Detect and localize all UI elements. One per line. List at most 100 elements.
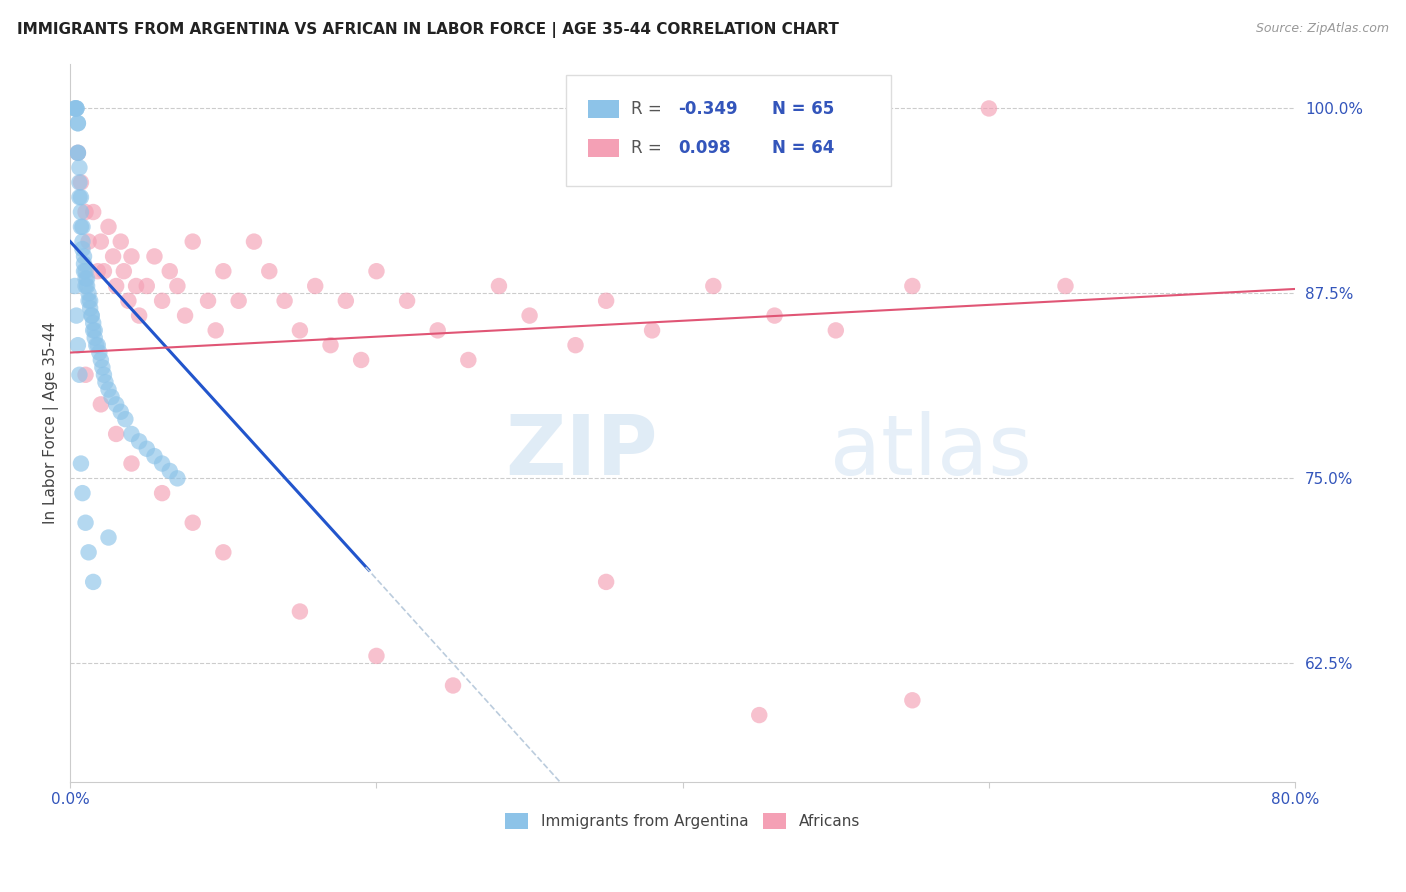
Point (121, 426, 143, 441)
Point (77, 235, 100, 249)
Point (82, 205, 104, 219)
Point (901, 693, 924, 707)
Point (75, 271, 97, 285)
Point (94, 375, 117, 389)
Point (79, 301, 101, 316)
Point (174, 309, 197, 323)
Point (66, 116, 89, 130)
Point (288, 605, 311, 619)
Point (84, 338, 107, 352)
Point (135, 442, 157, 456)
Bar (588, 139, 619, 157)
FancyBboxPatch shape (567, 75, 891, 186)
Point (82, 323, 104, 337)
Point (488, 279, 510, 293)
Text: R =: R = (631, 100, 668, 119)
Point (101, 249, 124, 263)
Point (197, 293, 219, 308)
Point (97, 219, 120, 234)
Point (75, 368, 97, 382)
Point (135, 279, 157, 293)
Point (243, 235, 266, 249)
Point (977, 102, 1000, 116)
Text: ZIP: ZIP (506, 411, 658, 492)
Point (366, 648, 388, 663)
Point (105, 397, 128, 411)
Point (143, 249, 166, 263)
Point (65, 102, 87, 116)
Point (125, 279, 148, 293)
Point (150, 486, 173, 500)
Bar (588, 100, 619, 119)
Point (70, 176, 93, 190)
Point (441, 678, 464, 692)
Point (121, 457, 143, 471)
Point (212, 264, 235, 278)
Point (89, 345, 111, 359)
Point (128, 309, 150, 323)
Y-axis label: In Labor Force | Age 35-44: In Labor Force | Age 35-44 (44, 322, 59, 524)
Point (204, 323, 226, 337)
Point (76, 279, 98, 293)
Point (426, 323, 449, 337)
Point (70, 205, 93, 219)
Point (82, 316, 104, 330)
Point (63, 279, 86, 293)
Point (110, 235, 132, 249)
Point (121, 249, 143, 263)
Point (105, 426, 128, 441)
Point (72, 235, 94, 249)
Point (75, 279, 97, 293)
Point (97, 531, 120, 545)
Point (93, 368, 115, 382)
Point (65, 102, 87, 116)
Point (65, 102, 87, 116)
Point (72, 219, 94, 234)
Point (83, 323, 105, 337)
Point (67, 176, 90, 190)
Text: N = 64: N = 64 (772, 139, 835, 157)
Point (75, 205, 97, 219)
Point (82, 574, 104, 589)
Text: -0.349: -0.349 (678, 100, 737, 119)
Point (63, 102, 86, 116)
Point (66, 338, 89, 352)
Text: Source: ZipAtlas.com: Source: ZipAtlas.com (1256, 22, 1389, 36)
Point (181, 516, 204, 530)
Point (159, 264, 181, 278)
Point (80, 309, 103, 323)
Text: IMMIGRANTS FROM ARGENTINA VS AFRICAN IN LABOR FORCE | AGE 35-44 CORRELATION CHAR: IMMIGRANTS FROM ARGENTINA VS AFRICAN IN … (17, 22, 839, 38)
Point (66, 145, 89, 160)
Text: N = 65: N = 65 (772, 100, 834, 119)
Text: 0.098: 0.098 (678, 139, 730, 157)
Point (595, 293, 617, 308)
Point (66, 116, 89, 130)
Point (63, 102, 86, 116)
Point (110, 405, 132, 419)
Point (91, 360, 114, 375)
Point (181, 235, 204, 249)
Point (288, 323, 311, 337)
Point (79, 293, 101, 308)
Point (519, 309, 541, 323)
Point (90, 397, 112, 411)
Point (564, 338, 586, 352)
Point (128, 434, 150, 449)
Point (159, 464, 181, 478)
Point (105, 279, 128, 293)
Point (70, 457, 93, 471)
Point (117, 293, 139, 308)
Point (77, 545, 100, 559)
Point (335, 293, 357, 308)
Point (67, 190, 90, 204)
Point (67, 161, 90, 175)
Point (748, 708, 770, 723)
Point (80, 309, 103, 323)
Point (595, 574, 617, 589)
Point (70, 219, 93, 234)
Point (396, 293, 419, 308)
Point (150, 457, 173, 471)
Point (702, 279, 724, 293)
Text: atlas: atlas (830, 411, 1032, 492)
Point (1054, 279, 1077, 293)
